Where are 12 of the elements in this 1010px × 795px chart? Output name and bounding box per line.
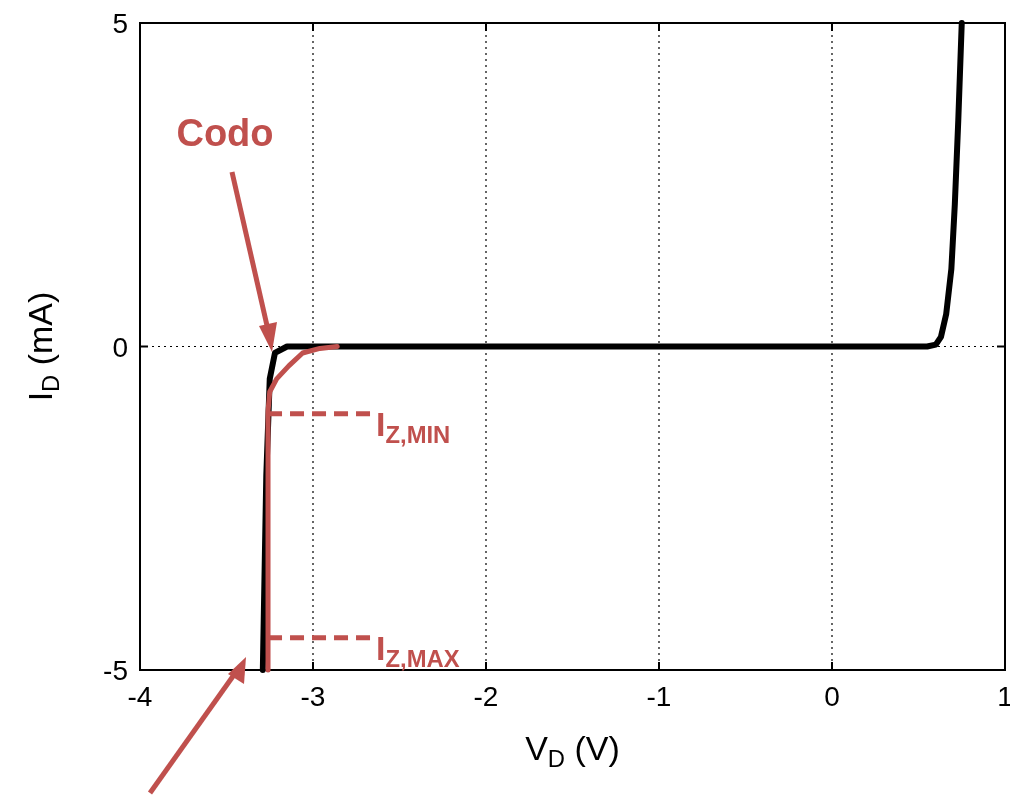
x-axis-title: V$_{D}$ (V) <box>525 729 620 773</box>
y-tick-label: -5 <box>103 655 128 686</box>
annotation: Codo <box>176 112 274 154</box>
annotation: I$_{Z,MIN}$ <box>376 404 451 448</box>
x-tick-label: -1 <box>646 681 672 712</box>
x-tick-label: -4 <box>127 681 153 712</box>
x-tick-label: 0 <box>824 681 840 712</box>
x-tick-label: -3 <box>300 681 326 712</box>
x-tick-label: -2 <box>473 681 499 712</box>
y-tick-label: 5 <box>112 8 128 39</box>
y-tick-label: 0 <box>112 331 128 363</box>
annotation: I$_{Z,MAX}$ <box>376 628 460 672</box>
